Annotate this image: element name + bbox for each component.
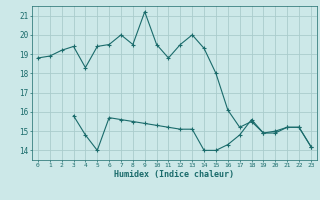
X-axis label: Humidex (Indice chaleur): Humidex (Indice chaleur) [115,170,234,179]
